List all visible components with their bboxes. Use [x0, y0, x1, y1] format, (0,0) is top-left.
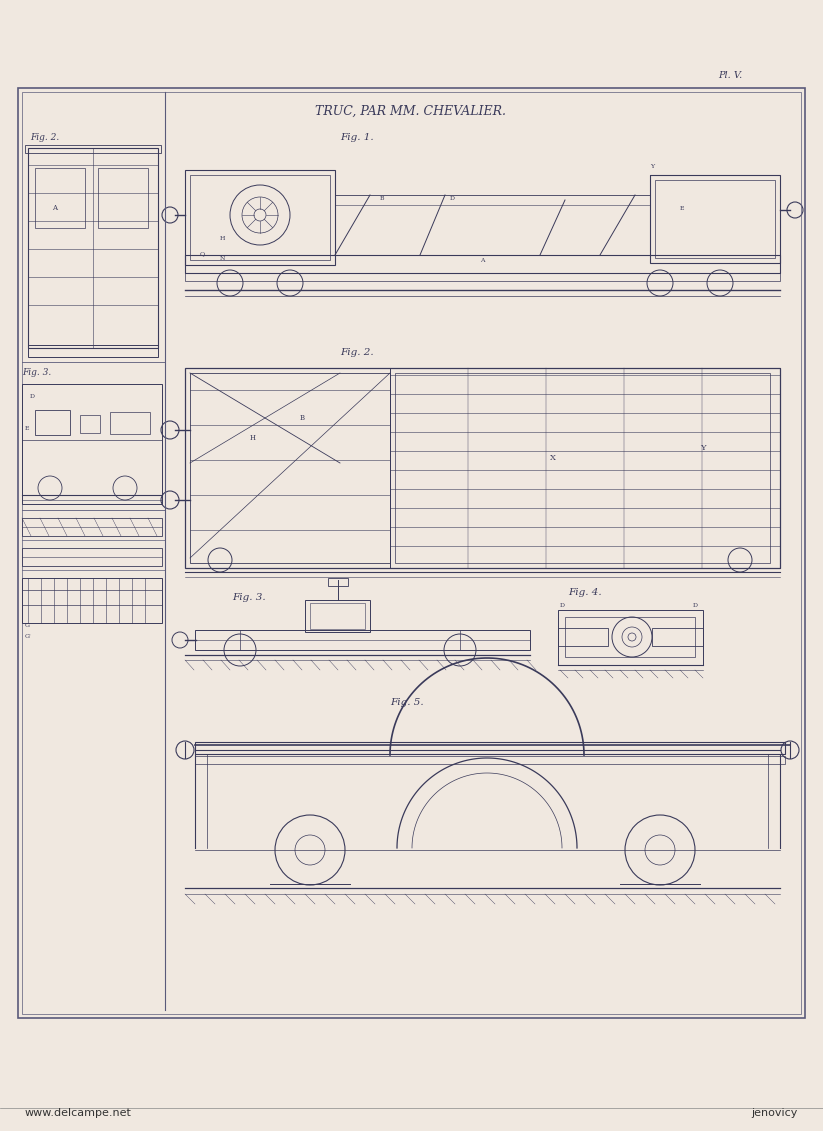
- Bar: [22, 578, 162, 623]
- Text: D: D: [30, 394, 35, 399]
- Bar: [195, 756, 785, 765]
- Bar: [395, 373, 770, 563]
- Bar: [328, 578, 348, 586]
- Text: H: H: [250, 434, 256, 442]
- Text: Q: Q: [200, 251, 205, 256]
- Bar: [655, 180, 775, 258]
- Bar: [80, 415, 100, 433]
- Text: Fig. 1.: Fig. 1.: [340, 133, 374, 143]
- Text: Fig. 2.: Fig. 2.: [30, 133, 59, 143]
- Text: Fig. 3.: Fig. 3.: [22, 368, 51, 377]
- Bar: [558, 628, 608, 646]
- Text: Y: Y: [700, 444, 705, 452]
- Bar: [310, 603, 365, 629]
- Bar: [390, 368, 780, 568]
- Text: TRUC, PAR MM. CHEVALIER.: TRUC, PAR MM. CHEVALIER.: [315, 105, 506, 118]
- Bar: [22, 518, 162, 536]
- Bar: [195, 630, 530, 650]
- Text: N: N: [220, 256, 226, 261]
- Text: Pl. V.: Pl. V.: [718, 71, 742, 80]
- Bar: [28, 345, 158, 357]
- Bar: [25, 145, 161, 153]
- Bar: [98, 169, 148, 228]
- Bar: [650, 175, 780, 264]
- Bar: [22, 549, 162, 566]
- Text: E: E: [25, 426, 30, 431]
- Text: D: D: [693, 603, 698, 608]
- Bar: [558, 610, 703, 665]
- Bar: [22, 385, 162, 504]
- Text: H: H: [220, 236, 226, 241]
- Bar: [110, 412, 150, 434]
- Bar: [305, 601, 370, 632]
- Text: Fig. 4.: Fig. 4.: [568, 588, 602, 597]
- Bar: [18, 88, 805, 1018]
- Text: A: A: [53, 204, 58, 211]
- Text: Fig. 3.: Fig. 3.: [232, 593, 266, 602]
- Text: jenovicy: jenovicy: [751, 1108, 798, 1119]
- Bar: [35, 411, 70, 435]
- Text: Fig. 2.: Fig. 2.: [340, 348, 374, 357]
- Bar: [35, 169, 85, 228]
- Text: Y: Y: [650, 164, 654, 169]
- Text: G': G': [25, 634, 32, 639]
- Bar: [652, 628, 703, 646]
- Bar: [190, 175, 330, 260]
- Bar: [185, 254, 780, 273]
- Text: A: A: [480, 258, 485, 264]
- Bar: [185, 368, 780, 568]
- Text: G: G: [25, 623, 30, 628]
- Text: Fig. 5.: Fig. 5.: [390, 698, 424, 707]
- Text: D: D: [560, 603, 565, 608]
- Text: www.delcampe.net: www.delcampe.net: [25, 1108, 132, 1119]
- Bar: [28, 148, 158, 348]
- Text: B: B: [300, 414, 305, 422]
- Text: E: E: [680, 206, 685, 211]
- Text: B: B: [380, 196, 384, 201]
- Text: X: X: [550, 454, 556, 461]
- Bar: [185, 170, 335, 265]
- Bar: [195, 742, 785, 754]
- Bar: [190, 373, 390, 563]
- Text: D: D: [450, 196, 455, 201]
- Bar: [185, 273, 780, 280]
- Bar: [565, 618, 695, 657]
- Bar: [22, 92, 801, 1015]
